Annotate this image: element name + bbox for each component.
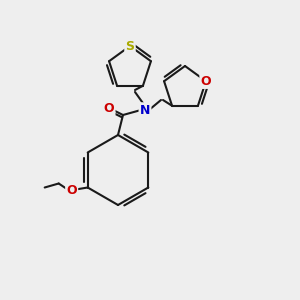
Text: O: O: [201, 75, 211, 88]
Text: O: O: [66, 184, 77, 197]
Text: N: N: [140, 103, 150, 116]
Text: O: O: [104, 101, 114, 115]
Text: S: S: [125, 40, 134, 52]
